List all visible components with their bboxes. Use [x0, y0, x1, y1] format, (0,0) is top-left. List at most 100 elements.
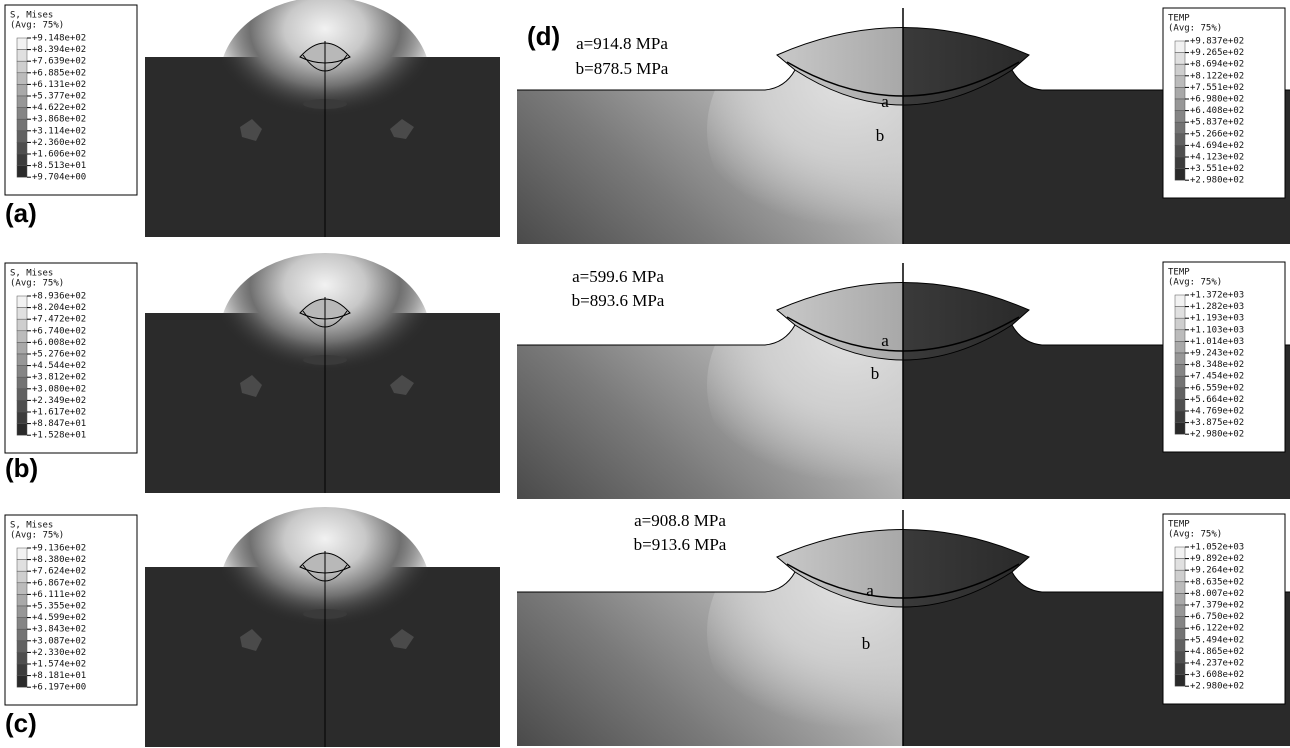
legend-subtitle: (Avg: 75%)	[10, 279, 64, 289]
legend-label: +5.837e+02	[1190, 118, 1244, 128]
legend-swatch	[17, 108, 27, 120]
legend-swatch	[1175, 640, 1185, 652]
legend-swatch	[17, 560, 27, 572]
legend-label: +1.103e+03	[1190, 325, 1244, 335]
legend-label: +2.349e+02	[32, 396, 86, 406]
legend-swatch	[1175, 169, 1185, 181]
legend-swatch	[1175, 547, 1185, 559]
legend-swatch	[17, 354, 27, 366]
legend-swatch	[1175, 134, 1185, 146]
annotation: b=913.6 MPa	[634, 535, 727, 554]
legend-swatch	[1175, 157, 1185, 169]
legend-swatch	[1175, 341, 1185, 353]
legend-label: +2.360e+02	[32, 138, 86, 148]
legend-label: +2.980e+02	[1190, 176, 1244, 186]
legend-label: +8.847e+01	[32, 419, 86, 429]
figure: S, Mises(Avg: 75%)+9.148e+02+8.394e+02+7…	[0, 0, 1290, 748]
legend-swatch	[17, 594, 27, 606]
legend-title: S, Mises	[10, 11, 53, 21]
legend-label: +8.007e+02	[1190, 589, 1244, 599]
legend-label: +9.148e+02	[32, 34, 86, 44]
legend-swatch	[1175, 111, 1185, 123]
legend: S, Mises(Avg: 75%)+8.936e+02+8.204e+02+7…	[5, 263, 137, 453]
legend-label: +1.606e+02	[32, 150, 86, 160]
panel-label: (b)	[5, 453, 38, 483]
legend-label: +7.551e+02	[1190, 83, 1244, 93]
legend-label: +9.837e+02	[1190, 37, 1244, 47]
legend-label: +6.122e+02	[1190, 624, 1244, 634]
legend-swatch	[17, 664, 27, 676]
legend-label: +5.494e+02	[1190, 635, 1244, 645]
contour-plot-c	[145, 507, 500, 747]
legend-swatch	[1175, 617, 1185, 629]
legend-swatch	[1175, 145, 1185, 157]
legend-label: +5.355e+02	[32, 602, 86, 612]
legend-label: +4.865e+02	[1190, 647, 1244, 657]
legend-label: +3.608e+02	[1190, 670, 1244, 680]
legend-label: +6.740e+02	[32, 326, 86, 336]
legend-swatch	[1175, 330, 1185, 342]
legend-label: +7.379e+02	[1190, 601, 1244, 611]
legend-label: +8.694e+02	[1190, 60, 1244, 70]
legend-swatch	[17, 61, 27, 73]
legend-swatch	[17, 629, 27, 641]
legend-swatch	[1175, 99, 1185, 111]
legend-swatch	[1175, 295, 1185, 307]
contour-plot-b	[145, 253, 500, 493]
legend-label: +8.348e+02	[1190, 360, 1244, 370]
contour-plot-a	[145, 0, 500, 237]
legend-swatch	[17, 342, 27, 354]
legend-swatch	[1175, 423, 1185, 435]
legend-label: +6.885e+02	[32, 68, 86, 78]
legend-swatch	[17, 166, 27, 178]
legend-subtitle: (Avg: 75%)	[10, 21, 64, 31]
legend-swatch	[1175, 675, 1185, 687]
annotation: a=908.8 MPa	[634, 511, 726, 530]
legend-label: +7.454e+02	[1190, 372, 1244, 382]
legend-label: +5.276e+02	[32, 350, 86, 360]
legend-label: +4.544e+02	[32, 361, 86, 371]
legend-swatch	[17, 389, 27, 401]
legend-swatch	[1175, 570, 1185, 582]
legend-label: +6.111e+02	[32, 590, 86, 600]
legend-swatch	[17, 96, 27, 108]
legend-swatch	[17, 119, 27, 131]
legend-label: +9.243e+02	[1190, 349, 1244, 359]
legend-subtitle: (Avg: 75%)	[1168, 530, 1222, 540]
legend-label: +5.664e+02	[1190, 395, 1244, 405]
legend-swatch	[1175, 376, 1185, 388]
legend-label: +9.264e+02	[1190, 566, 1244, 576]
annotation: a=599.6 MPa	[572, 267, 664, 286]
legend-swatch	[17, 73, 27, 85]
page: {"left_panels": [ {"label": "(a)", "lege…	[0, 0, 1290, 748]
point-label: a	[881, 92, 889, 111]
legend-label: +3.812e+02	[32, 373, 86, 383]
legend-label: +6.408e+02	[1190, 106, 1244, 116]
legend-label: +1.014e+03	[1190, 337, 1244, 347]
legend-swatch	[1175, 318, 1185, 330]
legend-label: +4.237e+02	[1190, 659, 1244, 669]
legend-label: +3.087e+02	[32, 636, 86, 646]
legend-swatch	[17, 38, 27, 50]
legend-swatch	[17, 366, 27, 378]
legend-label: +8.635e+02	[1190, 577, 1244, 587]
point-label: b	[862, 634, 871, 653]
legend-swatch	[1175, 651, 1185, 663]
legend-label: +1.617e+02	[32, 408, 86, 418]
legend-swatch	[17, 84, 27, 96]
legend-label: +9.704e+00	[32, 173, 86, 183]
panel-label: (a)	[5, 198, 37, 228]
legend-label: +1.193e+03	[1190, 314, 1244, 324]
legend-label: +6.980e+02	[1190, 95, 1244, 105]
legend-swatch	[17, 400, 27, 412]
legend-label: +9.892e+02	[1190, 554, 1244, 564]
panel-label: (d)	[527, 21, 560, 51]
legend-label: +4.769e+02	[1190, 407, 1244, 417]
legend-swatch	[1175, 593, 1185, 605]
legend-label: +8.394e+02	[32, 45, 86, 55]
legend-swatch	[17, 606, 27, 618]
legend-swatch	[17, 331, 27, 343]
legend-swatch	[1175, 353, 1185, 365]
legend-label: +6.750e+02	[1190, 612, 1244, 622]
legend-title: S, Mises	[10, 521, 53, 531]
